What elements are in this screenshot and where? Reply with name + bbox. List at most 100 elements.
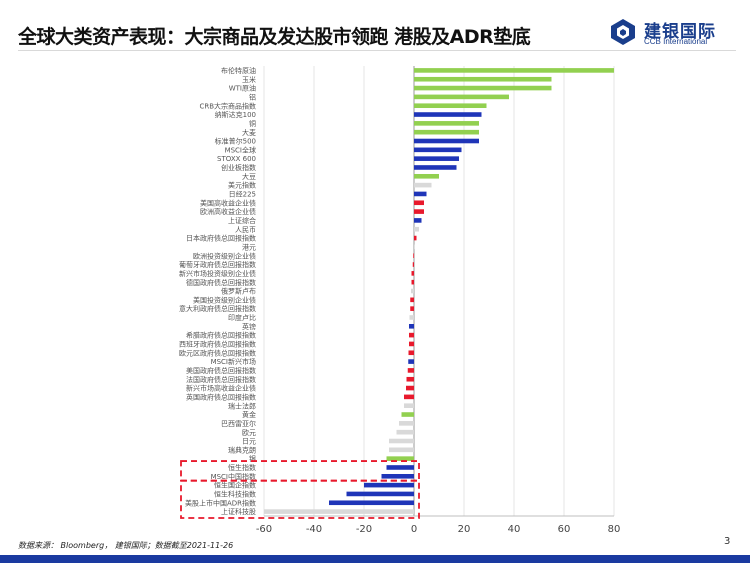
- bar: [414, 182, 432, 188]
- bar: [414, 68, 614, 73]
- bar: [414, 200, 424, 206]
- bar: [396, 429, 414, 435]
- category-label: 铜: [249, 119, 256, 128]
- category-label: MSCI新兴市场: [211, 357, 256, 366]
- category-label: 希腊政府债总回报指数: [186, 331, 256, 340]
- bar: [408, 359, 414, 364]
- category-label: 日元: [242, 438, 256, 446]
- category-label: 印度卢比: [228, 313, 256, 322]
- category-label: 恒生指数: [228, 463, 256, 472]
- category-label: MSCI中国指数: [211, 472, 256, 481]
- category-label: 英镑: [242, 322, 256, 331]
- bar: [413, 253, 415, 259]
- category-label: 上证综合: [228, 216, 256, 225]
- bar: [346, 491, 414, 497]
- category-label: 纳斯达克100: [215, 110, 256, 119]
- bar: [399, 421, 414, 426]
- category-label: 大麦: [242, 128, 256, 137]
- x-tick-label: -60: [256, 524, 272, 535]
- bar: [381, 473, 414, 479]
- x-tick-layer: -60 -40 -20 0 20 40 60 80: [256, 524, 621, 535]
- category-label: 美国投资级别企业债: [193, 295, 256, 304]
- bar: [404, 403, 414, 409]
- category-label: 西班牙政府债总回报指数: [179, 340, 256, 349]
- x-tick-label: 60: [558, 524, 571, 535]
- category-label: 葡萄牙政府债总回报指数: [179, 260, 256, 269]
- category-label: 新兴市场投资级别企业债: [179, 269, 256, 278]
- category-label: 铝: [249, 92, 256, 101]
- bar-layer: [264, 68, 614, 514]
- category-label: MSCI全球: [225, 145, 256, 154]
- bar: [414, 218, 422, 223]
- category-label: 英国政府债总回报指数: [186, 392, 256, 401]
- bar: [414, 244, 415, 250]
- bar: [411, 271, 414, 276]
- logo-text-cn: 建银国际: [644, 22, 716, 42]
- asset-performance-chart: 布伦特原油玉米WTI原油铝CRB大宗商品指数纳斯达克100铜大麦标准普尔500M…: [179, 66, 621, 535]
- category-label: 人民币: [235, 226, 256, 234]
- bar: [364, 482, 414, 488]
- x-tick-label: -40: [306, 524, 322, 535]
- bar: [414, 173, 439, 179]
- category-label: 创业板指数: [221, 163, 256, 172]
- bar: [410, 306, 414, 311]
- bar: [406, 385, 414, 391]
- bar: [408, 350, 414, 356]
- category-label: 港元: [242, 242, 256, 251]
- bar: [386, 465, 414, 470]
- category-label: 恒生科技指数: [214, 490, 256, 499]
- category-label: 黄金: [242, 410, 256, 419]
- data-source-note: 数据来源： Bloomberg， 建银国际；数据截至2021-11-26: [18, 541, 234, 550]
- header-divider: [18, 50, 736, 51]
- category-label: 日经225: [229, 190, 256, 199]
- bar: [404, 394, 414, 400]
- category-label: 欧元区政府债总回报指数: [179, 348, 256, 357]
- bar: [411, 279, 414, 285]
- bar: [409, 315, 414, 320]
- bar: [409, 323, 414, 329]
- bar: [406, 376, 414, 382]
- bar: [414, 129, 479, 135]
- bar: [414, 112, 482, 117]
- category-label: 俄罗斯卢布: [221, 287, 256, 296]
- category-label: 德国政府债总回报指数: [186, 278, 256, 287]
- bar: [409, 341, 414, 347]
- category-label-layer: 布伦特原油玉米WTI原油铝CRB大宗商品指数纳斯达克100铜大麦标准普尔500M…: [179, 66, 256, 516]
- category-label: 瑞典克朗: [228, 445, 256, 454]
- category-label: 美股上市中国ADR指数: [185, 498, 256, 507]
- bar: [409, 332, 414, 338]
- bar: [414, 121, 479, 126]
- category-label: 瑞士法郎: [228, 401, 256, 410]
- category-label: 美国高收益企业债: [200, 198, 256, 207]
- category-label: 美元指数: [228, 181, 256, 190]
- bar: [414, 209, 424, 214]
- category-label: 银: [249, 454, 256, 463]
- category-label: 恒生国企指数: [214, 481, 256, 490]
- category-label: 意大利政府债总回报指数: [179, 304, 256, 313]
- bar: [414, 147, 462, 153]
- category-label: 美国政府债总回报指数: [186, 366, 256, 375]
- bar: [389, 447, 414, 453]
- bar: [329, 500, 414, 506]
- category-label: 上证科技股: [221, 507, 256, 516]
- category-label: STOXX 600: [217, 155, 256, 163]
- category-label: 巴西雷亚尔: [221, 419, 256, 428]
- category-label: WTI原油: [229, 84, 256, 93]
- category-label: 布伦特原油: [221, 66, 256, 75]
- category-label: 欧洲高收益企业债: [200, 207, 256, 216]
- bar: [264, 509, 414, 514]
- category-label: 大豆: [242, 172, 256, 181]
- x-tick-label: -20: [356, 524, 372, 535]
- bar: [414, 191, 427, 197]
- bar: [414, 85, 552, 91]
- category-label: 玉米: [242, 75, 256, 84]
- bar: [414, 76, 552, 82]
- category-label: CRB大宗商品指数: [199, 101, 256, 110]
- highlight-box-upper: [180, 460, 420, 482]
- bar: [412, 262, 414, 267]
- page-number: 3: [724, 536, 731, 547]
- bar: [389, 438, 414, 444]
- footer-bar: [0, 555, 750, 563]
- bar: [414, 235, 417, 241]
- page-title: 全球大类资产表现：大宗商品及发达股市领跑 港股及ADR垫底: [18, 26, 531, 48]
